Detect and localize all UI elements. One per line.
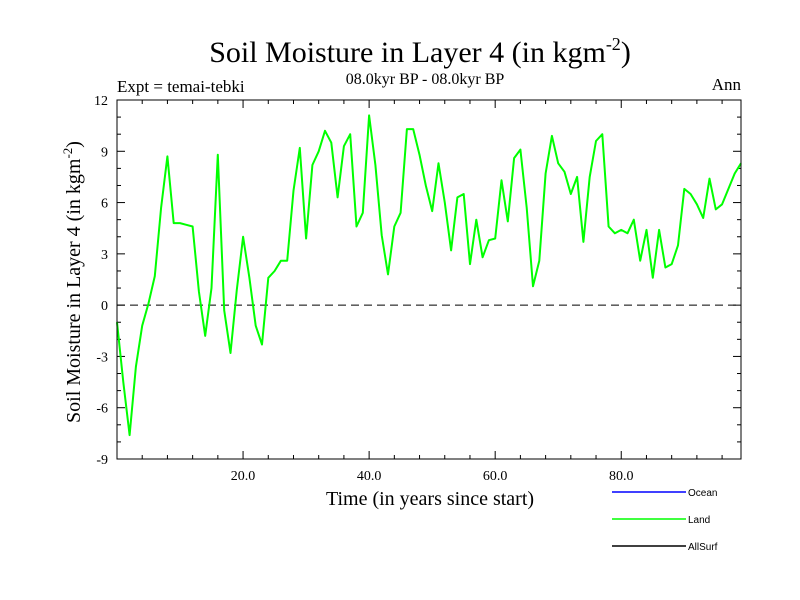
legend: Ocean Land AllSurf — [612, 488, 718, 553]
plot-frame — [116, 99, 742, 460]
y-tick-label: -3 — [96, 350, 108, 365]
y-tick-label: 9 — [101, 145, 108, 160]
y-tick-label: 0 — [101, 299, 108, 314]
expt-label: Expt = temai-tebki — [117, 77, 245, 96]
legend-label-ocean: Ocean — [688, 488, 717, 499]
y-tick-label: -9 — [96, 453, 108, 468]
y-axis-label: Soil Moisture in Layer 4 (in kgm-2) — [60, 141, 85, 423]
chart-title: Soil Moisture in Layer 4 (in kgm-2) — [209, 34, 631, 69]
chart-title-close: ) — [621, 36, 631, 69]
legend-label-land: Land — [688, 515, 710, 526]
y-tick-label: 6 — [101, 197, 108, 212]
chart-subtitle: 08.0kyr BP - 08.0kyr BP — [346, 71, 505, 88]
legend-label-allsurf: AllSurf — [688, 542, 718, 553]
y-axis-label-main: Soil Moisture in Layer 4 (in kgm — [63, 158, 85, 423]
x-tick-label: 60.0 — [483, 469, 508, 484]
y-tick-label: -6 — [96, 402, 108, 417]
period-label: Ann — [712, 75, 742, 94]
x-axis-label: Time (in years since start) — [326, 488, 534, 510]
y-tick-label: 12 — [94, 94, 108, 109]
axis-tick-labels: -9 -6 -3 0 3 6 9 12 20.0 40.0 60.0 80.0 — [94, 94, 633, 484]
chart-title-main: Soil Moisture in Layer 4 (in kgm — [209, 36, 606, 69]
series-line-land — [116, 114, 742, 437]
axis-ticks — [117, 99, 741, 460]
y-axis-label-close: ) — [63, 141, 85, 148]
x-tick-label: 40.0 — [357, 469, 382, 484]
chart-title-exponent: -2 — [606, 34, 621, 54]
x-tick-label: 20.0 — [231, 469, 256, 484]
y-tick-label: 3 — [101, 248, 108, 263]
series-lines — [116, 114, 742, 437]
y-axis-label-exponent: -2 — [60, 148, 75, 159]
x-tick-label: 80.0 — [609, 469, 634, 484]
